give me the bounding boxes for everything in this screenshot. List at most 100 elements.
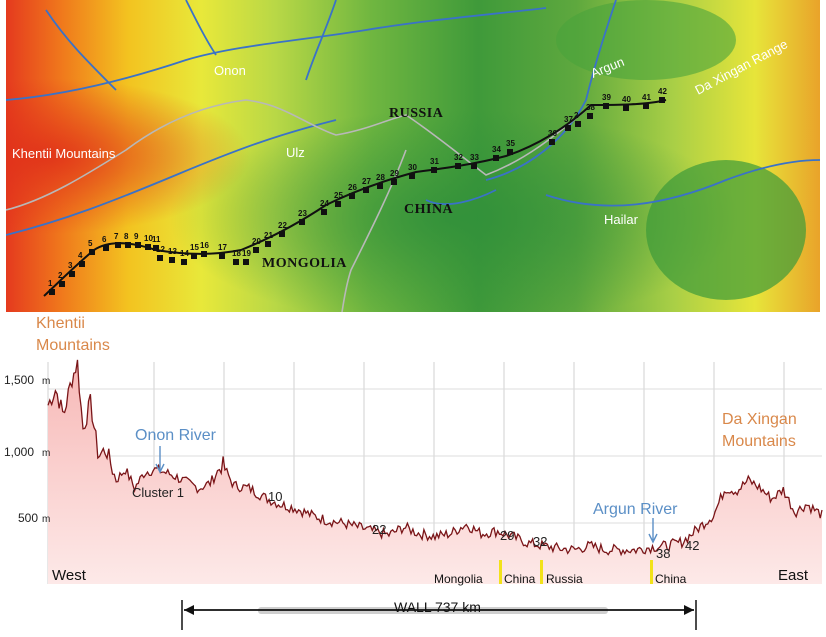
cluster-marker bbox=[587, 113, 593, 119]
mongolia-label: MONGOLIA bbox=[262, 256, 347, 271]
cluster-marker bbox=[391, 179, 397, 185]
elevation-line bbox=[47, 359, 823, 557]
russia-china-border-marker bbox=[650, 560, 653, 584]
cluster-marker bbox=[253, 247, 259, 253]
rivers bbox=[6, 0, 820, 236]
cluster-marker bbox=[603, 103, 609, 109]
cluster-number-label: 19 bbox=[242, 249, 251, 258]
cluster-marker bbox=[623, 105, 629, 111]
cluster-marker bbox=[79, 261, 85, 267]
y-tick-1000-unit: m bbox=[42, 448, 50, 459]
cluster-number-label: 9 bbox=[134, 232, 139, 241]
cluster-marker bbox=[321, 209, 327, 215]
cluster-number-label: 16 bbox=[200, 241, 209, 250]
mongolia-china-border-marker bbox=[499, 560, 502, 584]
cluster-number-label: 28 bbox=[376, 173, 385, 182]
cluster-number-label: 18 bbox=[232, 249, 241, 258]
cluster-32-annotation: 32 bbox=[533, 534, 547, 549]
cluster-marker bbox=[89, 249, 95, 255]
hailar-label: Hailar bbox=[604, 212, 639, 227]
cluster-marker bbox=[181, 259, 187, 265]
ulz-label: Ulz bbox=[286, 145, 305, 160]
cluster-number-label: 15 bbox=[190, 243, 199, 252]
cluster-number-label: 20 bbox=[252, 237, 261, 246]
cluster-marker bbox=[233, 259, 239, 265]
da-xingan-title-line2: Mountains bbox=[722, 433, 796, 450]
cluster-number-label: 30 bbox=[408, 163, 417, 172]
cluster-number-label: 42 bbox=[658, 87, 667, 96]
y-tick-500: 500 bbox=[18, 511, 38, 525]
cluster-marker bbox=[431, 167, 437, 173]
cluster-number-label: 4 bbox=[78, 251, 83, 260]
khentii-title-line1: Khentii bbox=[36, 315, 85, 332]
east-label: East bbox=[778, 567, 809, 584]
cluster-marker bbox=[549, 139, 555, 145]
cluster-number-label: 12 bbox=[156, 245, 165, 254]
cluster-marker bbox=[363, 187, 369, 193]
cluster-marker bbox=[49, 289, 55, 295]
cluster-29-annotation: 29 bbox=[500, 528, 514, 543]
cluster-number-label: 35 bbox=[506, 139, 515, 148]
da-xingan-title-line1: Da Xingan bbox=[722, 411, 797, 428]
cluster-number-label: 23 bbox=[298, 209, 307, 218]
cluster-number-label: 40 bbox=[622, 95, 631, 104]
cluster-marker bbox=[643, 103, 649, 109]
cluster-number-label: 6 bbox=[102, 235, 107, 244]
cluster-marker bbox=[243, 259, 249, 265]
cluster-number-label: 3 bbox=[68, 261, 73, 270]
cluster-marker bbox=[335, 201, 341, 207]
mongolia-russia-border bbox=[6, 99, 587, 211]
cluster-number-label: 27 bbox=[362, 177, 371, 186]
cluster-number-label: 8 bbox=[124, 232, 129, 241]
khentii-title-line2: Mountains bbox=[36, 337, 110, 354]
cluster-marker bbox=[659, 97, 665, 103]
cluster-number-label: 33 bbox=[470, 153, 479, 162]
cluster-marker bbox=[59, 281, 65, 287]
river-tributary-b bbox=[185, 0, 217, 56]
cluster-marker bbox=[191, 253, 197, 259]
khentii-mountains-label: Khentii Mountains bbox=[12, 146, 116, 161]
cluster-number-label: 17 bbox=[218, 243, 227, 252]
cluster-marker bbox=[135, 242, 141, 248]
cluster-marker bbox=[265, 241, 271, 247]
china-label: CHINA bbox=[404, 202, 454, 217]
cluster-number-label: 2 bbox=[574, 111, 579, 120]
argun-river bbox=[485, 0, 617, 181]
cluster-number-label: 11 bbox=[152, 235, 161, 244]
cluster-marker bbox=[153, 245, 159, 251]
y-tick-500-unit: m bbox=[42, 514, 50, 525]
cluster-marker bbox=[377, 183, 383, 189]
cluster-number-label: 32 bbox=[454, 153, 463, 162]
cluster-marker bbox=[349, 193, 355, 199]
cluster-marker bbox=[103, 245, 109, 251]
cluster-10-annotation: 10 bbox=[268, 489, 282, 504]
cluster-number-label: 26 bbox=[348, 183, 357, 192]
terrain-map: 1 2 3 4 5 6 7 8 9 10 11 12 13 14 15 16 17 18 19 20 21 22 23 24 2… bbox=[6, 0, 820, 312]
cluster-marker bbox=[125, 242, 131, 248]
cluster-number-label: 2 bbox=[58, 271, 63, 280]
cluster-42-annotation: 42 bbox=[685, 538, 699, 553]
cluster-1-annotation: Cluster 1 bbox=[132, 485, 184, 500]
cluster-marker bbox=[157, 255, 163, 261]
west-label: West bbox=[52, 567, 87, 584]
cluster-number-label: 7 bbox=[114, 232, 119, 241]
cluster-marker bbox=[507, 149, 513, 155]
border-label-china-1: China bbox=[504, 572, 536, 586]
border-label-mongolia: Mongolia bbox=[434, 572, 483, 586]
cluster-number-label: 21 bbox=[264, 231, 273, 240]
elevation-profile: 1,500 m 1,000 m 500 m Khentii Mountains … bbox=[0, 312, 826, 632]
onon-arrow-icon bbox=[155, 446, 165, 474]
terrain-east-forest bbox=[646, 160, 806, 300]
border-label-china-2: China bbox=[655, 572, 687, 586]
cluster-number-label: 36 bbox=[548, 129, 557, 138]
y-tick-1000: 1,000 bbox=[4, 445, 34, 459]
cluster-marker bbox=[145, 244, 151, 250]
cluster-38-annotation: 38 bbox=[656, 546, 670, 561]
river-tributary-c bbox=[305, 0, 337, 81]
cluster-marker bbox=[201, 251, 207, 257]
y-tick-1500-unit: m bbox=[42, 376, 50, 387]
cluster-number-label: 5 bbox=[88, 239, 93, 248]
wall-line bbox=[43, 99, 667, 297]
